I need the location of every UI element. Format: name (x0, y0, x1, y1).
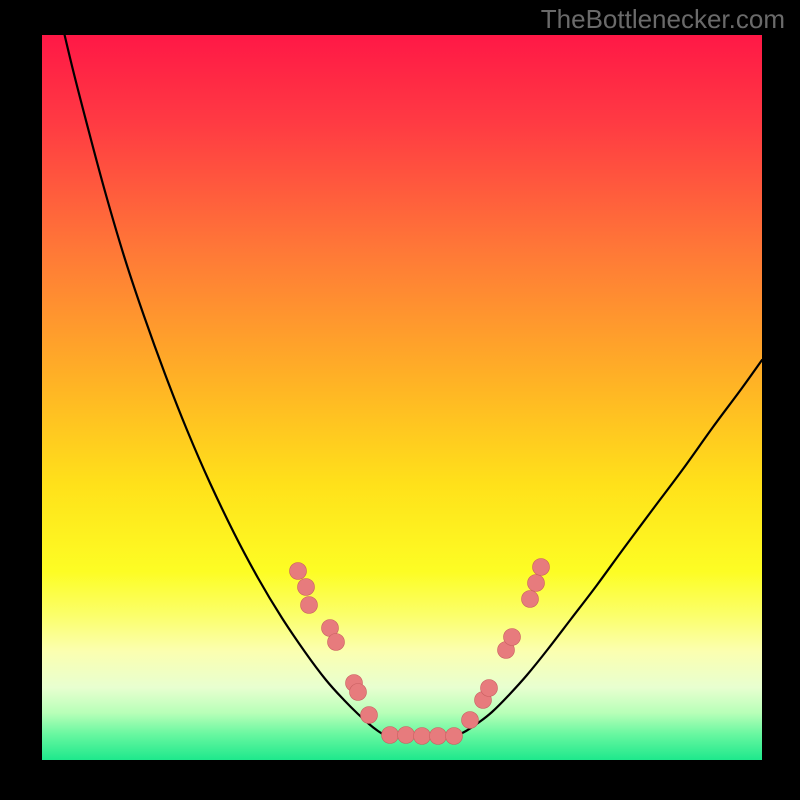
data-marker (290, 563, 307, 580)
chart-root: TheBottlenecker.com (0, 0, 800, 800)
data-marker (533, 559, 550, 576)
data-marker (298, 579, 315, 596)
data-marker (398, 727, 415, 744)
data-marker (528, 575, 545, 592)
data-marker (481, 680, 498, 697)
data-marker (522, 591, 539, 608)
curve-right (456, 360, 762, 736)
data-marker (446, 728, 463, 745)
data-marker (462, 712, 479, 729)
data-marker (350, 684, 367, 701)
data-marker (504, 629, 521, 646)
data-marker (382, 727, 399, 744)
data-marker (414, 728, 431, 745)
data-marker (301, 597, 318, 614)
data-marker (328, 634, 345, 651)
watermark-text: TheBottlenecker.com (541, 4, 785, 35)
chart-svg-layer (0, 0, 800, 800)
data-marker (361, 707, 378, 724)
data-marker (430, 728, 447, 745)
